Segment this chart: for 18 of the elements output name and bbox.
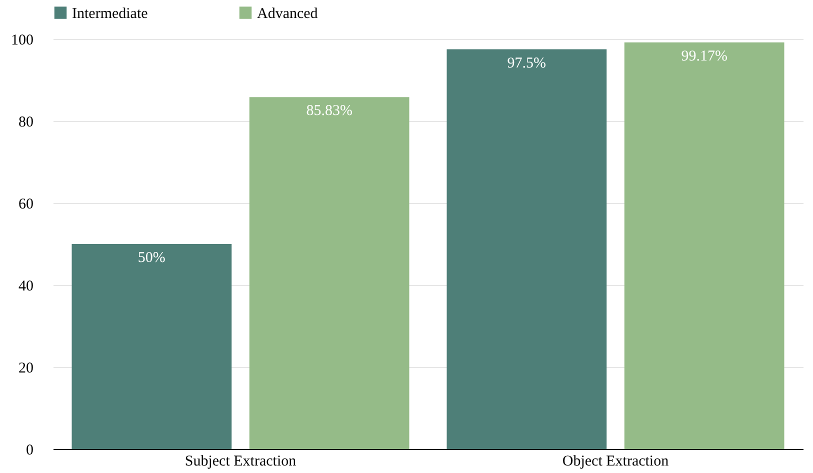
y-tick-label: 0 <box>26 442 34 458</box>
legend-label: Advanced <box>257 6 318 22</box>
legend-label: Intermediate <box>72 6 148 22</box>
bar <box>624 42 784 449</box>
bar <box>72 244 232 449</box>
data-label: 97.5% <box>507 55 546 72</box>
data-label: 99.17% <box>681 48 728 64</box>
y-tick-label: 100 <box>11 32 34 48</box>
x-tick-label: Subject Extraction <box>184 454 297 470</box>
data-label: 85.83% <box>306 103 352 120</box>
y-tick-label: 40 <box>18 278 34 294</box>
x-tick-label: Object Extraction <box>562 454 670 470</box>
y-tick-label: 60 <box>18 196 34 212</box>
y-tick-label: 20 <box>18 360 34 376</box>
bar <box>446 49 607 449</box>
y-tick-label: 80 <box>18 114 34 130</box>
bar <box>249 97 410 449</box>
data-label: 50% <box>138 250 166 266</box>
